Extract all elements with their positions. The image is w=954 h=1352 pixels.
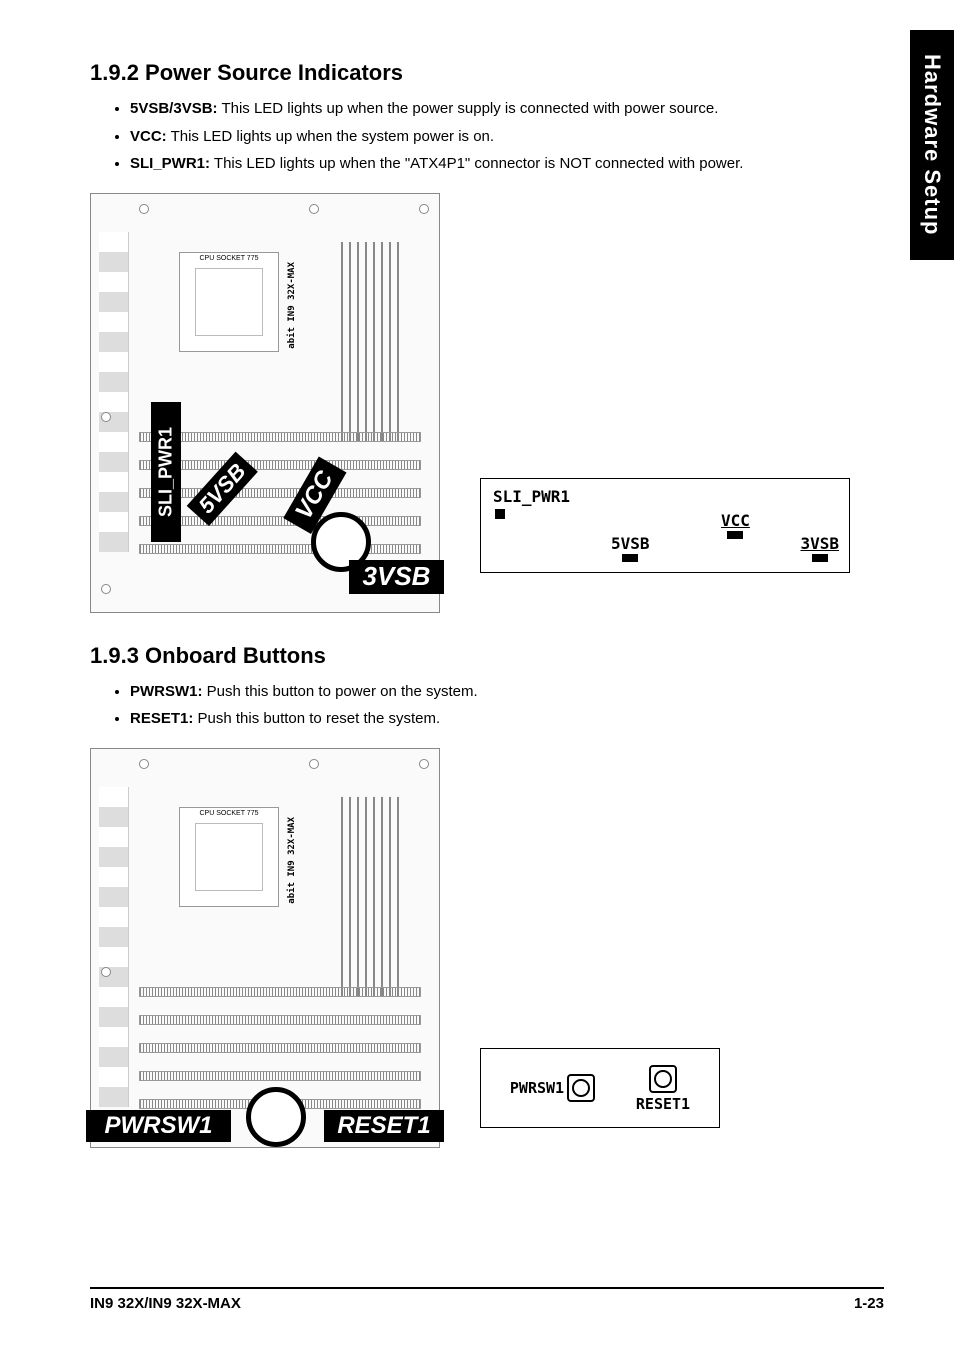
dimm-slots <box>341 797 401 997</box>
led-marker <box>727 531 743 539</box>
indicator-list: 5VSB/3VSB: This LED lights up when the p… <box>90 96 884 177</box>
io-panel <box>99 232 129 552</box>
io-panel <box>99 787 129 1107</box>
footer-page-number: 1-23 <box>854 1295 884 1312</box>
callout-3vsb: 3VSB <box>349 560 444 594</box>
term: PWRSW1: <box>130 683 203 700</box>
desc: Push this button to reset the system. <box>193 710 440 727</box>
led-marker <box>812 554 828 562</box>
figure-row-indicators: CPU SOCKET 775 abit IN9 32X-MAX SLI_PWR1… <box>90 193 884 613</box>
screw-icon <box>101 967 111 977</box>
term: SLI_PWR1: <box>130 155 210 172</box>
pcie-slot <box>139 1043 421 1053</box>
button-legend-panel: PWRSW1 RESET1 <box>480 1048 720 1128</box>
screw-icon <box>419 204 429 214</box>
indicator-item: VCC: This LED lights up when the system … <box>130 124 884 150</box>
callout-sli-pwr1: SLI_PWR1 <box>151 402 181 542</box>
term: RESET1: <box>130 710 193 727</box>
screw-icon <box>101 412 111 422</box>
led-3vsb: 3VSB <box>800 534 839 562</box>
model-label: abit IN9 32X-MAX <box>287 262 297 349</box>
screw-icon <box>419 759 429 769</box>
screw-icon <box>309 204 319 214</box>
pcie-slot <box>139 1071 421 1081</box>
dimm-slots <box>341 242 401 442</box>
screw-icon <box>309 759 319 769</box>
motherboard-diagram-buttons: CPU SOCKET 775 abit IN9 32X-MAX PWRSW1 <box>90 748 440 1148</box>
button-icon <box>649 1065 677 1093</box>
led-5vsb: 5VSB <box>611 534 650 562</box>
motherboard-diagram-indicators: CPU SOCKET 775 abit IN9 32X-MAX SLI_PWR1… <box>90 193 440 613</box>
term: VCC: <box>130 128 167 145</box>
footer-model: IN9 32X/IN9 32X-MAX <box>90 1295 241 1312</box>
desc: This LED lights up when the power supply… <box>218 100 719 117</box>
figure-row-buttons: CPU SOCKET 775 abit IN9 32X-MAX PWRSW1 <box>90 748 884 1148</box>
desc: Push this button to power on the system. <box>203 683 478 700</box>
pwrsw1-label: PWRSW1 <box>510 1079 564 1097</box>
page: 1.9.2 Power Source Indicators 5VSB/3VSB:… <box>0 0 954 1352</box>
button-list: PWRSW1: Push this button to power on the… <box>90 679 884 732</box>
callout-reset1: RESET1 <box>324 1110 444 1142</box>
led-marker <box>495 509 505 519</box>
indicator-item: 5VSB/3VSB: This LED lights up when the p… <box>130 96 884 122</box>
button-item: RESET1: Push this button to reset the sy… <box>130 706 884 732</box>
reset1-label: RESET1 <box>636 1095 690 1113</box>
reset1-group: RESET1 <box>636 1063 690 1113</box>
led-sli-pwr1: SLI_PWR1 <box>493 487 570 519</box>
pcie-slot <box>139 516 421 526</box>
magnifier-icon <box>246 1087 306 1147</box>
section-heading-indicators: 1.9.2 Power Source Indicators <box>90 60 884 86</box>
term: 5VSB/3VSB: <box>130 100 218 117</box>
led-vcc: VCC <box>721 511 750 539</box>
indicator-item: SLI_PWR1: This LED lights up when the "A… <box>130 151 884 177</box>
screw-icon <box>101 584 111 594</box>
screw-icon <box>139 759 149 769</box>
section-heading-buttons: 1.9.3 Onboard Buttons <box>90 643 884 669</box>
pcie-slot <box>139 1015 421 1025</box>
model-label: abit IN9 32X-MAX <box>287 817 297 904</box>
cpu-socket: CPU SOCKET 775 <box>179 807 279 907</box>
pcie-slot <box>139 544 421 554</box>
button-icon <box>567 1074 595 1102</box>
page-footer: IN9 32X/IN9 32X-MAX 1-23 <box>90 1287 884 1312</box>
pwrsw1-group: PWRSW1 <box>510 1072 598 1104</box>
pcie-slot <box>139 432 421 442</box>
screw-icon <box>139 204 149 214</box>
led-legend-panel: SLI_PWR1 5VSB VCC 3VSB <box>480 478 850 573</box>
led-marker <box>622 554 638 562</box>
desc: This LED lights up when the "ATX4P1" con… <box>210 155 743 172</box>
callout-pwrsw1: PWRSW1 <box>86 1110 231 1142</box>
button-item: PWRSW1: Push this button to power on the… <box>130 679 884 705</box>
cpu-socket: CPU SOCKET 775 <box>179 252 279 352</box>
pcie-slot <box>139 488 421 498</box>
desc: This LED lights up when the system power… <box>167 128 494 145</box>
pcie-slot <box>139 987 421 997</box>
pcie-slot <box>139 460 421 470</box>
